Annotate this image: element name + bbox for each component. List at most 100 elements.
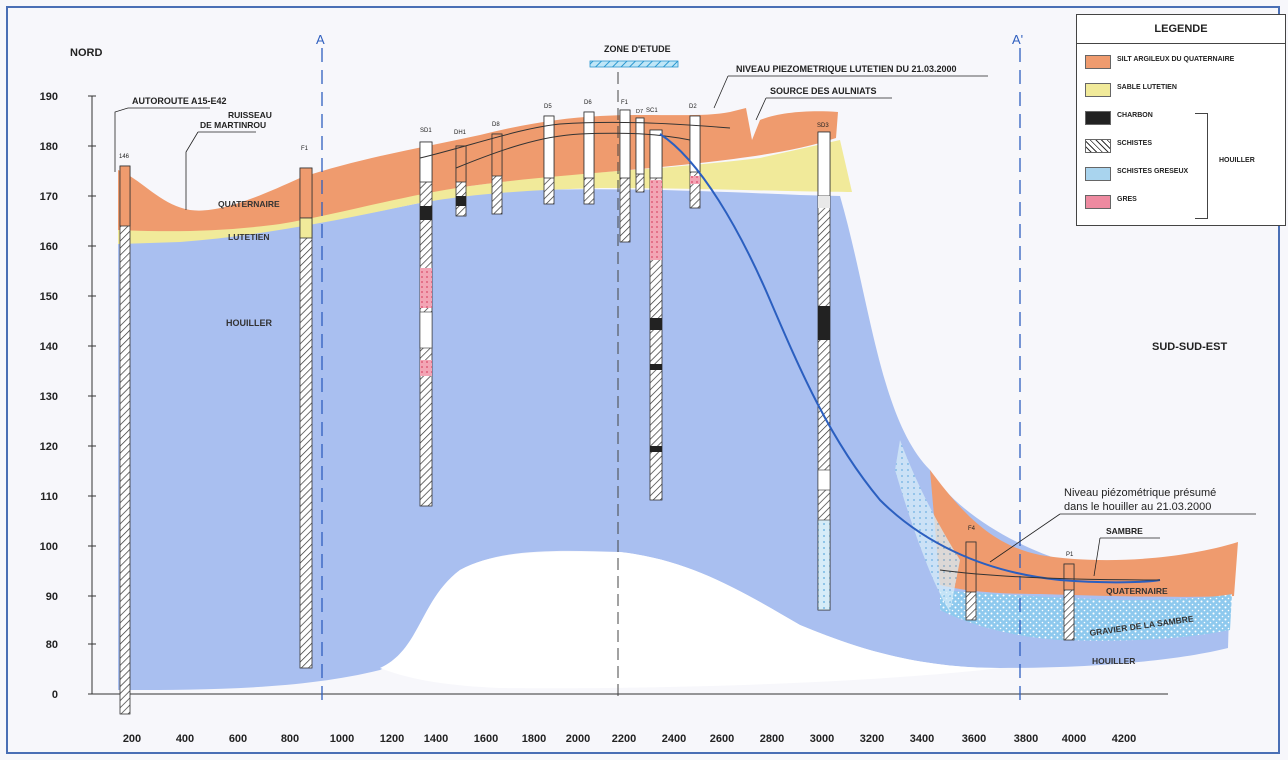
borehole: D2 xyxy=(689,104,701,209)
svg-text:SAMBRE: SAMBRE xyxy=(1106,526,1143,536)
legend-label: SILT ARGILEUX DU QUATERNAIRE xyxy=(1117,56,1235,63)
legend-label: SCHISTES GRESEUX xyxy=(1117,168,1189,175)
x-tick-label: 600 xyxy=(229,733,247,745)
svg-text:Niveau piézométrique présumé: Niveau piézométrique présumé xyxy=(1064,487,1216,499)
x-tick-label: 2800 xyxy=(760,733,784,745)
x-tick-label: 3600 xyxy=(962,733,986,745)
legend-item: GRES xyxy=(1081,191,1281,219)
y-tick-labels: 190 180 170 160 150 140 130 120 110 100 … xyxy=(40,91,58,701)
legend-swatch-schistes xyxy=(1085,139,1111,153)
svg-text:D2: D2 xyxy=(689,104,697,110)
x-tick-label: 3400 xyxy=(910,733,934,745)
annotation-ruisseau: RUISSEAU DE MARTINROU xyxy=(185,110,272,210)
legend-item: SILT ARGILEUX DU QUATERNAIRE xyxy=(1081,51,1281,79)
x-tick-label: 1200 xyxy=(380,733,404,745)
x-tick-label: 800 xyxy=(281,733,299,745)
label-north: NORD xyxy=(70,47,102,59)
x-tick-label: 2000 xyxy=(566,733,590,745)
annotation-autoroute: AUTOROUTE A15-E42 xyxy=(114,96,227,172)
x-tick-label: 2600 xyxy=(710,733,734,745)
legend-swatch-greseux xyxy=(1085,167,1111,181)
y-axis xyxy=(88,95,96,695)
svg-text:NIVEAU PIEZOMETRIQUE LUTETIEN: NIVEAU PIEZOMETRIQUE LUTETIEN DU 21.03.2… xyxy=(736,64,957,74)
x-tick-label: 1600 xyxy=(474,733,498,745)
x-tick-label: 3200 xyxy=(860,733,884,745)
borehole: F1 xyxy=(619,100,631,243)
borehole: SC1 xyxy=(646,108,663,501)
annotation-niveau-lutetien: NIVEAU PIEZOMETRIQUE LUTETIEN DU 21.03.2… xyxy=(713,64,988,109)
x-tick-label: 3000 xyxy=(810,733,834,745)
annotation-sambre: SAMBRE xyxy=(1093,526,1160,577)
x-tick-labels: 200 400 600 800 1000 1200 1400 1600 1800… xyxy=(123,733,1136,745)
svg-text:RUISSEAU: RUISSEAU xyxy=(228,110,272,120)
legend-label: GRES xyxy=(1117,196,1137,203)
y-tick-label: 80 xyxy=(46,639,58,651)
y-tick-label: 150 xyxy=(40,291,58,303)
svg-text:SD1: SD1 xyxy=(420,128,432,134)
piezo-line-gravier xyxy=(939,569,1161,581)
svg-text:SC1: SC1 xyxy=(646,108,658,114)
x-tick-label: 4200 xyxy=(1112,733,1136,745)
y-tick-label: 100 xyxy=(40,541,58,553)
legend-swatch-sable xyxy=(1085,83,1111,97)
borehole: SD1 xyxy=(419,128,433,507)
legend-item: SCHISTES xyxy=(1081,135,1281,163)
gravier-layer xyxy=(940,590,1232,641)
layer-label-houiller-right: HOUILLER xyxy=(1092,656,1135,666)
section-line-a-prime: A' xyxy=(1012,32,1023,700)
y-tick-label: 170 xyxy=(40,191,58,203)
svg-text:F1: F1 xyxy=(621,100,629,106)
borehole: D7 xyxy=(635,109,645,193)
svg-text:DE MARTINROU: DE MARTINROU xyxy=(200,120,266,130)
borehole: D8 xyxy=(491,122,503,215)
borehole: D5 xyxy=(543,104,555,205)
section-label-a-prime: A' xyxy=(1012,32,1023,47)
svg-text:D7: D7 xyxy=(636,109,643,115)
borehole: SD3 xyxy=(817,123,831,611)
svg-text:F1: F1 xyxy=(301,146,309,152)
legend-label: CHARBON xyxy=(1117,112,1153,119)
svg-text:D6: D6 xyxy=(584,100,592,106)
layer-label-quaternaire: QUATERNAIRE xyxy=(218,199,280,209)
zone-etude-bar xyxy=(589,60,679,68)
svg-text:146: 146 xyxy=(119,154,130,160)
legend-label: SABLE LUTETIEN xyxy=(1117,84,1177,91)
section-line-a: A xyxy=(316,32,325,700)
greseux-band xyxy=(895,440,960,612)
x-tick-label: 1400 xyxy=(424,733,448,745)
legend-title: LEGENDE xyxy=(1077,15,1285,44)
section-label-a: A xyxy=(316,32,325,47)
legend-label: SCHISTES xyxy=(1117,140,1153,147)
legend-item: CHARBON xyxy=(1081,107,1281,135)
legend-group-label: HOUILLER xyxy=(1219,157,1255,164)
x-tick-label: 2400 xyxy=(662,733,686,745)
y-tick-label: 180 xyxy=(40,141,58,153)
svg-text:F4: F4 xyxy=(968,526,976,532)
svg-text:D5: D5 xyxy=(544,104,552,110)
y-tick-label: 160 xyxy=(40,241,58,253)
x-tick-label: 3800 xyxy=(1014,733,1038,745)
houiller-white-core xyxy=(380,551,1000,689)
annotation-niveau-houiller: Niveau piézométrique présumé dans le hou… xyxy=(989,487,1256,563)
piezo-line-lutetien xyxy=(419,121,731,159)
x-tick-label: 1800 xyxy=(522,733,546,745)
svg-text:AUTOROUTE A15-E42: AUTOROUTE A15-E42 xyxy=(132,96,227,106)
x-tick-label: 2200 xyxy=(612,733,636,745)
quaternaire-right xyxy=(930,470,1238,597)
layer-label-houiller: HOUILLER xyxy=(226,318,272,328)
y-tick-label: 0 xyxy=(52,689,58,701)
legend-items: SILT ARGILEUX DU QUATERNAIRE SABLE LUTET… xyxy=(1081,51,1281,219)
layer-label-quaternaire-right: QUATERNAIRE xyxy=(1106,586,1168,596)
label-south: SUD-SUD-EST xyxy=(1152,341,1227,353)
y-tick-label: 190 xyxy=(40,91,58,103)
annotation-source: SOURCE DES AULNIATS xyxy=(755,86,892,121)
legend-item: SCHISTES GRESEUX xyxy=(1081,163,1281,191)
svg-text:DH1: DH1 xyxy=(454,130,467,136)
x-tick-label: 4000 xyxy=(1062,733,1086,745)
zone-etude-label: ZONE D'ETUDE xyxy=(604,44,671,54)
x-tick-label: 200 xyxy=(123,733,141,745)
figure-frame xyxy=(6,6,1280,754)
legend-swatch-gres xyxy=(1085,195,1111,209)
